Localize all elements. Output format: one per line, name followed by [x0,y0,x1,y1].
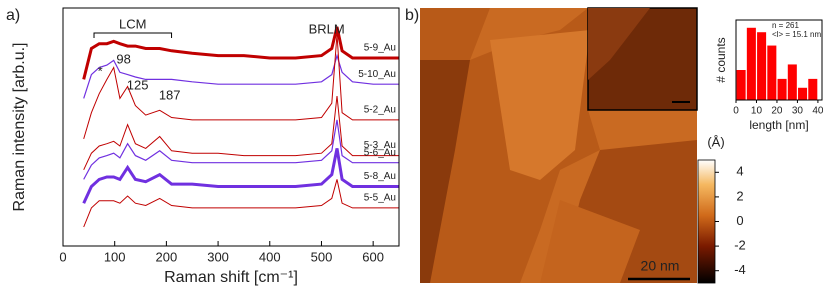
bar [808,78,818,100]
y-axis-label: # counts [714,37,728,82]
scale-bar-label: 20 nm [641,258,680,274]
x-tick-label: 500 [311,249,333,264]
annotation: * [98,63,103,78]
bar [787,64,797,100]
legend-label: 5-8_Au [364,171,396,182]
x-tick-label: 600 [362,249,384,264]
colorbar [697,159,716,284]
annotation: <l> = 15.1 nm [772,30,821,39]
colorbar-tick-label: 0 [736,213,743,228]
spectrum [83,119,399,180]
spectrum [83,34,399,140]
panel-label: b) [405,7,419,24]
x-tick-label: 0 [59,249,66,264]
plot-frame [62,7,400,247]
bar [757,32,767,100]
bar [777,78,787,100]
annotation: LCM [119,16,146,31]
x-axis-label: Raman shift [cm⁻¹] [164,269,298,286]
x-tick-label: 20 [771,106,783,117]
x-axis-label: length [nm] [749,118,808,132]
spectrum [82,148,399,204]
peak-label: 187 [159,87,181,102]
legend-label: 5-10_Au [358,69,396,80]
bar [746,27,756,100]
annotation: BRLM [309,21,345,36]
bar [736,70,746,100]
bar [798,87,808,100]
x-tick-label: 40 [812,106,824,117]
colorbar-tick-label: -2 [734,238,746,253]
x-tick-label: 30 [792,106,804,117]
annotation: n = 261 [772,21,799,30]
x-tick-label: 0 [733,106,739,117]
spectrum [82,26,399,80]
x-tick-label: 200 [156,249,178,264]
peak-label: 125 [127,77,149,92]
plot-frame [735,19,823,101]
y-axis-label: Raman intensity [arb.u.] [11,43,28,212]
legend-label: 5-5_Au [364,193,396,204]
legend-label: 5-6_Au [364,147,396,158]
x-tick-label: 400 [259,249,281,264]
panel-label: a) [6,7,20,24]
x-tick-label: 300 [207,249,229,264]
stm-image [420,7,698,283]
legend-label: 5-9_Au [364,43,396,54]
spectrum [83,179,399,228]
colorbar-label: (Å) [707,134,724,149]
lcm-bracket [93,32,173,38]
colorbar-tick-label: 4 [736,164,743,179]
spectrum [83,96,399,171]
peak-label: 98 [116,51,130,66]
legend-label: 5-2_Au [364,105,396,116]
colorbar-tick-label: -4 [734,262,746,277]
legend-label: 5-3_Au [364,140,396,151]
colorbar-tick-label: 2 [736,188,743,203]
bar [767,45,777,100]
x-tick-label: 10 [751,106,763,117]
x-tick-label: 100 [104,249,126,264]
